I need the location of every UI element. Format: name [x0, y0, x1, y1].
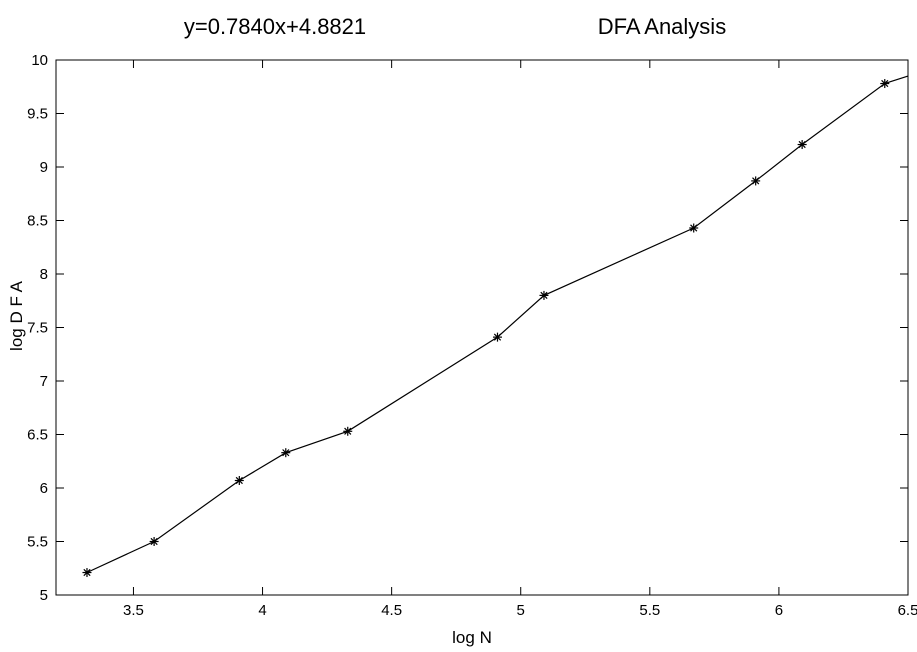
x-tick-label: 4 [258, 602, 266, 619]
y-axis-ticks: 5 5.5 6 6.5 7 7.5 8 8.5 9 9.5 10 [27, 52, 908, 604]
data-point-marker [149, 537, 159, 546]
y-tick-label: 5.5 [27, 534, 48, 551]
y-tick-label: 6 [40, 480, 48, 497]
data-point-marker [82, 568, 92, 578]
y-tick-label: 8.5 [27, 213, 48, 230]
y-tick-label: 10 [31, 52, 48, 69]
data-point-marker [751, 176, 761, 186]
x-axis-label: log N [452, 628, 492, 647]
y-tick-label: 7.5 [27, 320, 48, 337]
data-point-marker [281, 448, 291, 458]
data-point-marker [880, 79, 890, 89]
x-tick-label: 5 [517, 602, 525, 619]
y-tick-label: 9.5 [27, 106, 48, 123]
x-tick-label: 3.5 [123, 602, 144, 619]
plot-content [82, 75, 909, 578]
x-tick-label: 4.5 [381, 602, 402, 619]
x-tick-label: 6 [775, 602, 783, 619]
x-axis-ticks: 3.5 4 4.5 5 5.5 6 6.5 [123, 60, 917, 619]
y-tick-label: 9 [40, 159, 48, 176]
data-point-marker [234, 476, 244, 486]
y-tick-label: 8 [40, 266, 48, 283]
data-point-marker [797, 140, 807, 150]
y-tick-label: 5 [40, 587, 48, 604]
chart-title: DFA Analysis [598, 14, 726, 39]
data-point-marker [492, 332, 502, 342]
data-point-marker [689, 223, 699, 233]
data-point-marker [343, 426, 353, 436]
y-tick-label: 7 [40, 373, 48, 390]
y-tick-label: 6.5 [27, 427, 48, 444]
series-line [86, 75, 909, 574]
plot-area [56, 60, 908, 595]
x-tick-label: 6.5 [898, 602, 917, 619]
data-point-marker [539, 290, 549, 300]
y-axis-label: log D F A [7, 280, 26, 351]
x-tick-label: 5.5 [639, 602, 660, 619]
equation-label: y=0.7840x+4.8821 [184, 14, 366, 39]
